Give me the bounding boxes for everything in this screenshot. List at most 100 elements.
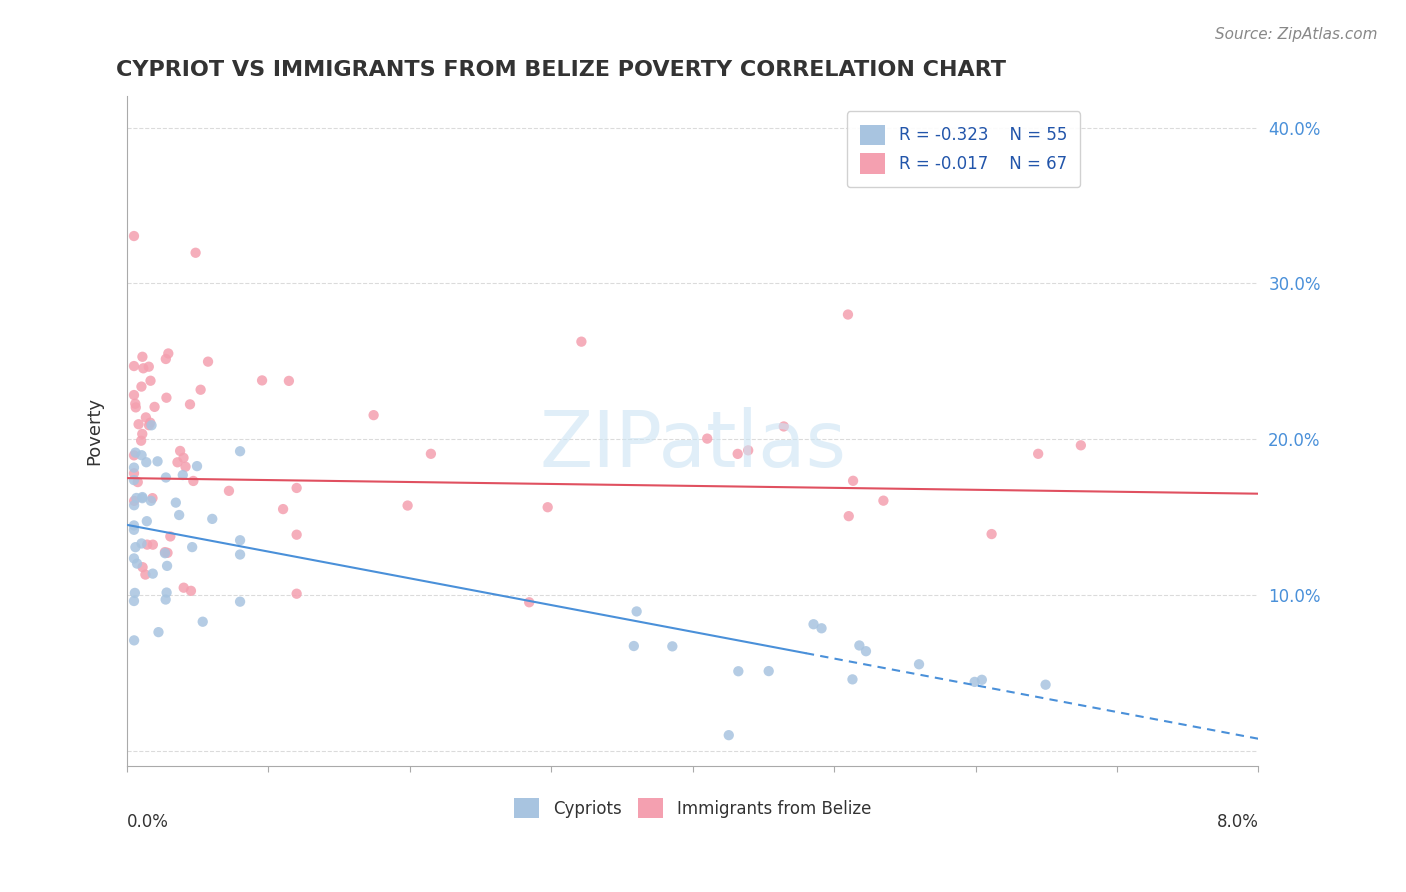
- Point: [139, 374, 162, 388]
- Point: [155, 351, 177, 366]
- Point: [626, 604, 648, 618]
- Point: [129, 434, 152, 448]
- Point: [173, 581, 195, 595]
- Text: CYPRIOT VS IMMIGRANTS FROM BELIZE POVERTY CORRELATION CHART: CYPRIOT VS IMMIGRANTS FROM BELIZE POVERT…: [115, 60, 1005, 79]
- Point: [141, 491, 163, 505]
- Point: [197, 354, 219, 368]
- Point: [363, 408, 385, 422]
- Point: [131, 560, 153, 574]
- Point: [842, 474, 865, 488]
- Point: [855, 644, 877, 658]
- Point: [165, 495, 187, 509]
- Point: [124, 397, 146, 411]
- Point: [131, 490, 153, 504]
- Point: [132, 361, 155, 376]
- Point: [970, 673, 993, 687]
- Point: [131, 350, 153, 364]
- Point: [124, 540, 146, 554]
- Point: [271, 502, 294, 516]
- Point: [173, 450, 195, 465]
- Point: [135, 514, 157, 528]
- Point: [803, 617, 825, 632]
- Point: [229, 548, 252, 562]
- Point: [250, 373, 273, 387]
- Text: 0.0%: 0.0%: [127, 814, 169, 831]
- Point: [127, 475, 149, 489]
- Point: [810, 621, 832, 635]
- Legend: Cypriots, Immigrants from Belize: Cypriots, Immigrants from Belize: [508, 791, 877, 825]
- Point: [131, 426, 153, 441]
- Text: ZIPatlas: ZIPatlas: [538, 407, 846, 483]
- Point: [122, 498, 145, 512]
- Point: [122, 523, 145, 537]
- Point: [285, 587, 308, 601]
- Point: [122, 551, 145, 566]
- Point: [1035, 678, 1057, 692]
- Point: [153, 546, 176, 560]
- Point: [537, 500, 560, 515]
- Point: [155, 592, 177, 607]
- Point: [166, 455, 188, 469]
- Point: [229, 595, 252, 609]
- Point: [125, 491, 148, 505]
- Point: [122, 467, 145, 481]
- Point: [124, 445, 146, 459]
- Point: [155, 391, 177, 405]
- Point: [696, 432, 718, 446]
- Point: [159, 529, 181, 543]
- Point: [963, 674, 986, 689]
- Point: [157, 346, 180, 360]
- Point: [190, 383, 212, 397]
- Point: [122, 448, 145, 462]
- Point: [148, 625, 170, 640]
- Point: [980, 527, 1002, 541]
- Point: [156, 546, 179, 560]
- Point: [143, 400, 166, 414]
- Point: [517, 595, 540, 609]
- Point: [838, 509, 860, 524]
- Point: [758, 664, 780, 678]
- Point: [122, 594, 145, 608]
- Point: [1026, 447, 1049, 461]
- Point: [125, 401, 148, 415]
- Text: Source: ZipAtlas.com: Source: ZipAtlas.com: [1215, 27, 1378, 42]
- Point: [128, 417, 150, 432]
- Point: [772, 419, 794, 434]
- Point: [131, 536, 153, 550]
- Point: [122, 460, 145, 475]
- Point: [122, 473, 145, 487]
- Point: [122, 633, 145, 648]
- Point: [131, 491, 153, 506]
- Text: 8.0%: 8.0%: [1216, 814, 1258, 831]
- Point: [183, 474, 205, 488]
- Point: [184, 245, 207, 260]
- Point: [908, 657, 931, 672]
- Point: [138, 418, 160, 433]
- Point: [155, 585, 177, 599]
- Point: [229, 444, 252, 458]
- Point: [1070, 438, 1092, 452]
- Point: [138, 359, 160, 374]
- Point: [122, 388, 145, 402]
- Point: [155, 470, 177, 484]
- Point: [146, 454, 169, 468]
- Point: [135, 410, 157, 425]
- Point: [180, 583, 202, 598]
- Point: [571, 334, 593, 349]
- Point: [179, 397, 201, 411]
- Point: [139, 493, 162, 508]
- Point: [727, 665, 749, 679]
- Point: [131, 379, 153, 393]
- Point: [218, 483, 240, 498]
- Point: [122, 359, 145, 373]
- Point: [134, 567, 156, 582]
- Point: [136, 538, 159, 552]
- Point: [153, 545, 176, 559]
- Point: [186, 459, 208, 474]
- Point: [837, 308, 859, 322]
- Point: [737, 443, 759, 458]
- Point: [122, 518, 145, 533]
- Point: [661, 640, 683, 654]
- Point: [285, 527, 308, 541]
- Point: [167, 508, 190, 522]
